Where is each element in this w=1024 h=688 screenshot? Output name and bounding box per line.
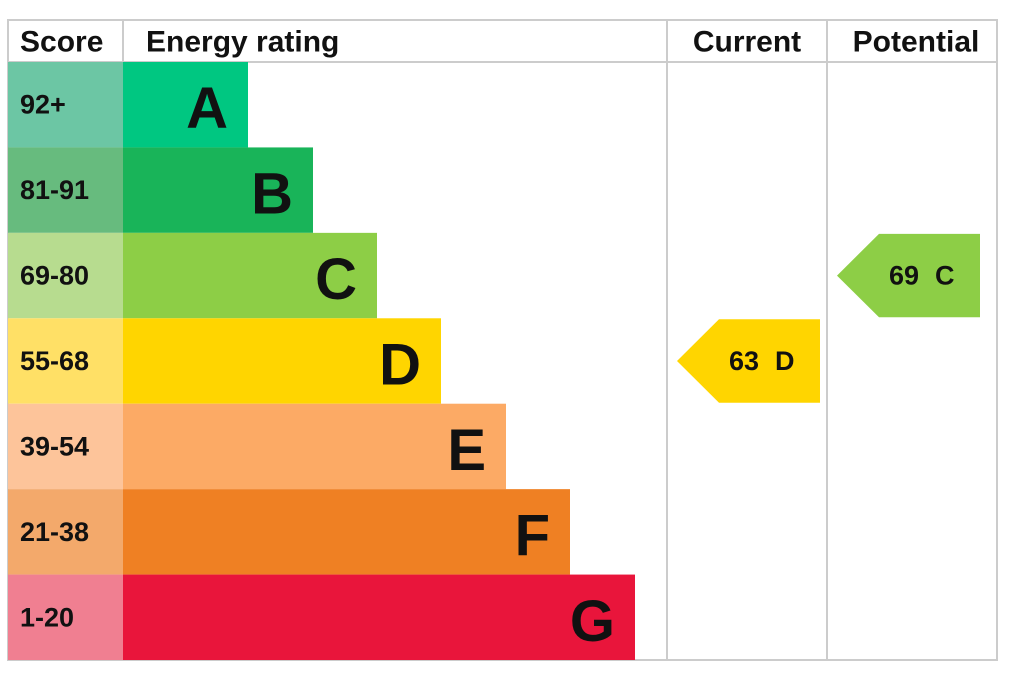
band-letter: F xyxy=(515,503,550,568)
header-current: Current xyxy=(693,26,801,59)
header-potential: Potential xyxy=(853,26,980,59)
rating-bar xyxy=(123,232,377,319)
rating-bar xyxy=(123,318,441,404)
potential-letter: C xyxy=(935,261,955,291)
current-value: 63 xyxy=(729,346,759,376)
score-cell xyxy=(8,62,123,148)
current-letter: D xyxy=(775,346,795,376)
score-range: 1-20 xyxy=(20,602,74,632)
current-arrow xyxy=(677,319,820,403)
rating-bar xyxy=(123,147,313,233)
potential-arrow xyxy=(837,233,980,318)
score-cell xyxy=(8,403,123,490)
band-letter: C xyxy=(315,247,357,312)
score-range: 21-38 xyxy=(20,517,89,547)
score-range: 81-91 xyxy=(20,175,89,205)
score-cell xyxy=(8,489,123,575)
band-letter: B xyxy=(251,162,293,227)
band-letter: G xyxy=(570,589,615,654)
header-score: Score xyxy=(20,26,103,59)
band-letter: D xyxy=(379,333,421,398)
score-range: 39-54 xyxy=(20,431,89,461)
header-rating: Energy rating xyxy=(146,26,339,59)
rating-bar xyxy=(123,574,635,660)
rating-bar xyxy=(123,403,506,490)
score-cell xyxy=(8,147,123,233)
band-letter: E xyxy=(447,418,486,483)
score-cell xyxy=(8,574,123,660)
rating-bar xyxy=(123,489,570,575)
rating-bar xyxy=(123,62,248,148)
score-cell xyxy=(8,232,123,319)
score-range: 69-80 xyxy=(20,261,89,291)
band-letter: A xyxy=(186,76,228,141)
score-range: 55-68 xyxy=(20,346,89,376)
potential-value: 69 xyxy=(889,261,919,291)
score-range: 92+ xyxy=(20,90,66,120)
score-cell xyxy=(8,318,123,404)
